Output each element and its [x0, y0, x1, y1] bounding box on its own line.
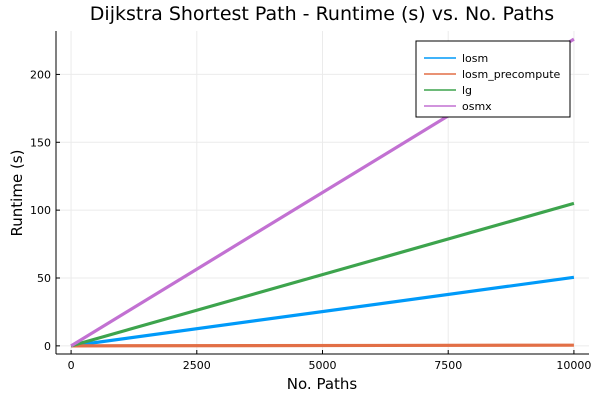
series-line-lg	[70, 201, 575, 348]
y-tick-label: 150	[30, 136, 51, 149]
x-tick-label: 2500	[183, 359, 211, 372]
y-ticks: 0 50 100 150 200	[30, 68, 60, 353]
chart-title: Dijkstra Shortest Path - Runtime (s) vs.…	[90, 3, 554, 25]
x-ticks: 0 2500 5000 7500 10000	[68, 350, 591, 372]
legend-label-lg: lg	[462, 84, 472, 97]
series-line-losm_precompute	[71, 343, 574, 348]
x-tick-label: 0	[68, 359, 75, 372]
legend-label-losm_precompute: losm_precompute	[462, 68, 561, 81]
legend-label-osmx: osmx	[462, 100, 492, 113]
legend-box	[415, 40, 571, 118]
x-axis-title: No. Paths	[287, 375, 358, 393]
x-tick-label: 5000	[309, 359, 337, 372]
y-tick-label: 50	[37, 272, 51, 285]
x-tick-label: 7500	[434, 359, 462, 372]
series-line-losm	[70, 275, 575, 348]
y-tick-label: 100	[30, 204, 51, 217]
y-tick-label: 0	[44, 340, 51, 353]
y-axis-title: Runtime (s)	[8, 150, 26, 237]
legend-label-losm: losm	[462, 52, 488, 65]
x-tick-label: 10000	[556, 359, 591, 372]
y-tick-label: 200	[30, 68, 51, 81]
